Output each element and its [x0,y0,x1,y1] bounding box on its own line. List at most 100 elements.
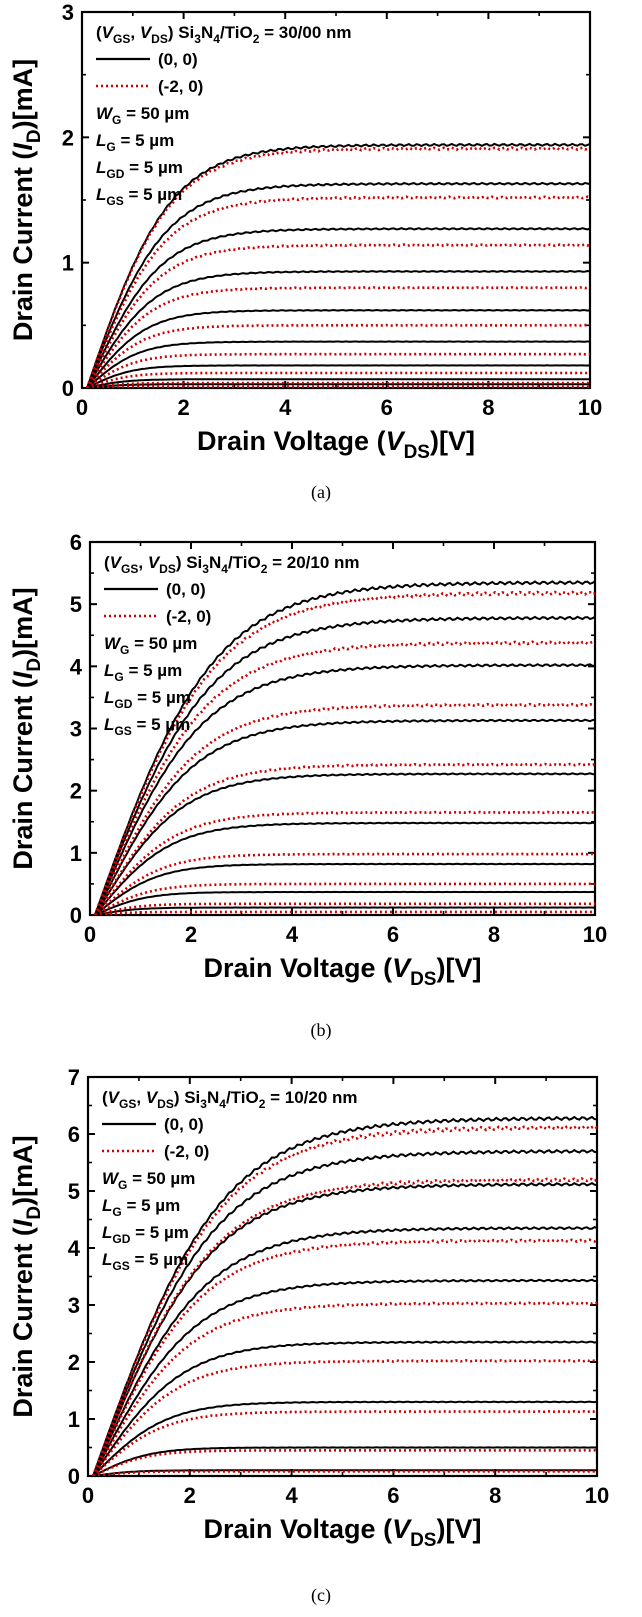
legend-header: (VGS, VDS) Si3N4/TiO2 = 30/00 nm [96,23,352,46]
x-tick-label: 10 [585,1483,609,1508]
chart-panel-b: 0 2 4 6 8 10 0 1 2 3 4 5 6 Drain Voltage (VDS)[V] Drai… [0,520,642,1050]
series-solid-curve [92,1115,597,1476]
series-solid-curve [92,1181,597,1476]
chart-panel-c: 0 2 4 6 8 10 0 1 2 3 4 5 6 7 Drain Voltage (VDS)[V] Dra… [0,1055,642,1615]
y-tick-label: 4 [68,1236,81,1261]
series-solid-curve [92,1340,597,1476]
series-dotted-curve [94,910,595,915]
y-tick-label: 0 [70,903,82,928]
legend-entry-label: (0, 0) [158,50,198,69]
x-tick-label: 2 [184,1483,196,1508]
series-dotted-curve [92,1448,597,1476]
y-tick-label: 3 [62,0,74,25]
y-tick-label: 1 [68,1407,80,1432]
series-dotted-curve [87,385,590,388]
y-tick-label: 1 [70,841,82,866]
x-tick-label: 0 [82,1483,94,1508]
x-tick-label: 10 [583,922,607,947]
series-solid-curve [94,663,595,915]
curves [91,1115,597,1476]
series-solid-curve [86,340,590,388]
x-tick-label: 2 [185,922,197,947]
y-tick-label: 2 [68,1350,80,1375]
legend-entry-label: (-2, 0) [166,607,211,626]
series-solid-curve [94,580,595,915]
legend-header: (VGS, VDS) Si3N4/TiO2 = 20/10 nm [104,553,360,576]
series-dotted-curve [92,1409,597,1476]
x-tick-label: 0 [84,922,96,947]
series-solid-curve [86,378,590,388]
series-dotted-curve [91,1177,597,1476]
series-solid-curve [92,1225,597,1476]
plot-frame [86,1075,599,1478]
series-dotted-curve [91,1238,597,1476]
series-solid-curve [92,1278,597,1476]
legend-param: WG = 50 µm [102,1169,195,1192]
y-tick-label: 6 [70,530,82,555]
series-solid-curve [86,227,590,388]
legend-param: LGD = 5 µm [96,158,183,181]
legend-param: LGS = 5 µm [104,715,190,738]
curves [85,142,590,388]
series-dotted-curve [93,590,595,915]
legend-param: LGS = 5 µm [96,185,182,208]
legend-header: (VGS, VDS) Si3N4/TiO2 = 10/20 nm [102,1088,358,1111]
x-tick-label: 6 [381,395,393,420]
y-tick-label: 7 [68,1065,80,1090]
series-solid-curve [92,1446,597,1476]
y-tick-label: 2 [62,125,74,150]
x-axis-label: Drain Voltage (VDS)[V] [204,1514,482,1551]
caption-c: (c) [311,1585,331,1605]
series-dotted-curve [86,381,590,388]
legend-entry-label: (0, 0) [164,1115,204,1134]
x-tick-label: 6 [387,1483,399,1508]
chart-panel-a: 0 2 4 6 8 10 0 1 2 3 Drain Voltage (VDS)[V] Drain C… [0,0,642,502]
series-dotted-curve [86,371,590,388]
legend-param: WG = 50 µm [96,104,189,127]
y-tick-label: 6 [68,1122,80,1147]
series-solid-curve [86,142,590,388]
legend-param: LGD = 5 µm [104,688,191,711]
caption-b: (b) [310,1020,332,1040]
y-tick-label: 5 [70,592,82,617]
series-solid-curve [86,308,590,388]
y-tick-label: 2 [70,779,82,804]
y-axis-label: Drain Current (ID)[mA] [8,1135,45,1417]
series-dotted-curve [93,762,595,915]
series-dotted-curve [86,323,590,388]
legend-param: LG = 5 µm [96,131,174,154]
series-dotted-curve [85,285,590,388]
chart-c-svg: 0 2 4 6 8 10 0 1 2 3 4 5 6 7 Drain Voltage (VDS)[V] Dra… [8,1065,609,1551]
x-tick-label: 8 [489,1483,501,1508]
x-tick-label: 2 [177,395,189,420]
legend-param: LG = 5 µm [104,661,182,684]
x-axis-label: Drain Voltage (VDS)[V] [197,426,475,463]
y-tick-label: 0 [68,1464,80,1489]
series-solid-curve [94,862,595,915]
y-tick-label: 0 [62,376,74,401]
legend-entry-label: (-2, 0) [164,1142,209,1161]
x-tick-label: 4 [279,395,292,420]
chart-b-svg: 0 2 4 6 8 10 0 1 2 3 4 5 6 Drain Voltage (VDS)[V] Drai… [8,530,607,990]
caption-a: (a) [311,482,331,502]
legend-param: LGD = 5 µm [102,1223,189,1246]
y-axis-label: Drain Current (ID)[mA] [8,59,45,341]
legend-param: WG = 50 µm [104,634,197,657]
x-tick-label: 8 [488,922,500,947]
series-dotted-curve [94,902,595,915]
series-dotted-curve [86,352,590,388]
series-dotted-curve [93,702,595,915]
x-tick-label: 6 [387,922,399,947]
x-axis-label: Drain Voltage (VDS)[V] [204,953,482,990]
series-solid-curve [94,615,595,915]
series-solid-curve [92,1400,597,1476]
curves [93,580,595,915]
series-solid-curve [94,906,595,915]
legend-param: LGS = 5 µm [102,1250,188,1273]
x-tick-label: 4 [285,1483,298,1508]
legend-entry-label: (0, 0) [166,580,206,599]
series-solid-curve [94,772,595,915]
y-tick-label: 3 [70,717,82,742]
series-dotted-curve [91,1124,597,1476]
legend-param: LG = 5 µm [102,1196,180,1219]
